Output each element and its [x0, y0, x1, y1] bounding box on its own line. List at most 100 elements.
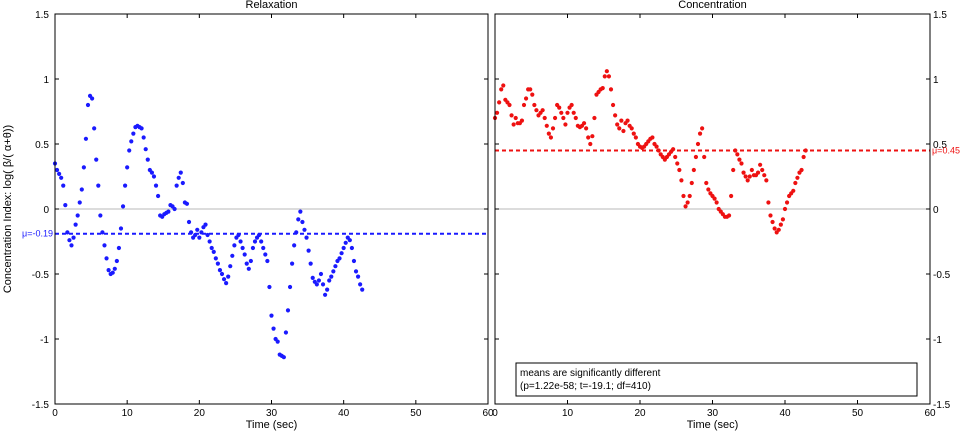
data-point: [776, 227, 781, 232]
data-point: [265, 258, 270, 264]
data-point: [275, 339, 280, 344]
data-point: [57, 171, 62, 176]
data-point: [617, 126, 622, 131]
data-point: [532, 102, 537, 108]
data-point: [261, 245, 266, 251]
data-point: [544, 123, 549, 128]
data-point: [497, 100, 502, 105]
data-point: [252, 239, 258, 244]
data-point: [310, 275, 315, 280]
data-point: [766, 200, 771, 205]
data-point: [702, 154, 707, 160]
data-point: [114, 258, 119, 264]
data-point: [563, 122, 568, 127]
data-point: [592, 115, 597, 121]
data-point: [85, 102, 91, 108]
data-point: [263, 252, 268, 257]
y-tick-label: 0.5: [35, 140, 49, 151]
x-tick-label: 0: [492, 408, 498, 419]
data-point: [316, 278, 322, 283]
data-point: [308, 261, 313, 266]
data-point: [581, 121, 587, 126]
data-point: [542, 115, 547, 121]
data-point: [523, 96, 529, 101]
data-point: [650, 135, 655, 140]
data-point: [782, 206, 788, 212]
data-point: [693, 154, 699, 160]
data-point: [180, 180, 185, 186]
data-point: [314, 282, 319, 287]
data-point: [172, 206, 177, 212]
data-point: [116, 245, 122, 251]
data-point: [683, 204, 688, 209]
data-point: [557, 105, 562, 110]
data-point: [615, 122, 620, 127]
data-point: [749, 167, 754, 173]
data-point: [184, 201, 190, 206]
data-point: [511, 122, 516, 127]
data-point: [573, 115, 578, 121]
mean-label: μ=-0.19: [22, 229, 53, 239]
data-point: [283, 330, 289, 335]
data-point: [791, 188, 796, 193]
data-point: [292, 243, 297, 248]
data-point: [322, 292, 328, 297]
data-point: [257, 232, 262, 238]
x-tick-label: 10: [562, 408, 574, 419]
data-point: [654, 144, 659, 149]
data-point: [588, 141, 593, 147]
data-point: [337, 256, 342, 261]
chart-title: Relaxation: [246, 0, 298, 11]
x-tick-label: 30: [707, 408, 719, 419]
y-tick-label: 1.5: [933, 10, 947, 21]
data-point: [318, 271, 324, 277]
data-point: [221, 277, 227, 282]
data-point: [521, 102, 527, 108]
data-point: [244, 261, 249, 266]
data-point: [604, 69, 609, 74]
data-point: [186, 219, 192, 225]
y-tick-label: -0.5: [933, 270, 951, 281]
data-point: [606, 74, 612, 79]
x-tick-label: 40: [779, 408, 791, 419]
relaxation-panel: Relaxation 0 10 20 30 40 50 60 -1.5 -1 -0.5 0 0.5 1 1.…: [2, 0, 494, 431]
data-point: [75, 213, 80, 218]
data-point: [675, 161, 680, 166]
data-point: [248, 258, 253, 264]
data-point: [679, 178, 684, 183]
data-point: [213, 256, 218, 261]
stats-text-line2: (p=1.22e-58; t=-19.1; df=410): [520, 381, 651, 392]
data-point: [112, 266, 117, 271]
x-tick-label: 60: [482, 408, 494, 419]
data-point: [584, 126, 589, 131]
data-point: [689, 180, 694, 186]
data-point: [737, 157, 742, 162]
data-point: [73, 222, 78, 227]
data-point: [193, 232, 198, 238]
data-point: [735, 152, 740, 157]
y-tick-label: 0: [933, 205, 939, 216]
data-point: [586, 135, 591, 140]
data-point: [228, 264, 233, 269]
data-point: [733, 148, 738, 153]
data-point: [613, 113, 618, 118]
y-tick-label: -0.5: [32, 270, 50, 281]
data-point: [799, 167, 804, 173]
data-point: [125, 165, 130, 170]
data-point: [673, 154, 678, 160]
data-point: [197, 235, 202, 240]
data-point: [302, 227, 307, 232]
y-axis-label: Concentration Index: log( β/( α+θ)): [2, 125, 14, 293]
data-point: [629, 126, 634, 131]
data-point: [65, 230, 70, 235]
y-tick-label: -1: [933, 335, 942, 346]
data-point: [59, 175, 64, 180]
data-point: [633, 135, 638, 140]
data-point: [129, 139, 134, 144]
data-point: [90, 96, 95, 101]
data-point: [110, 270, 115, 275]
data-point: [294, 230, 299, 235]
data-point: [700, 126, 705, 131]
data-point: [349, 245, 354, 251]
data-point: [704, 180, 709, 186]
